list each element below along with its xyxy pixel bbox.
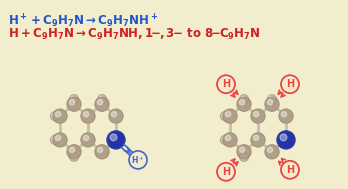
Circle shape bbox=[111, 112, 117, 117]
Circle shape bbox=[239, 152, 248, 161]
Circle shape bbox=[81, 133, 95, 147]
Circle shape bbox=[251, 133, 265, 147]
Circle shape bbox=[268, 95, 277, 104]
Circle shape bbox=[67, 145, 81, 159]
Circle shape bbox=[221, 112, 229, 121]
Circle shape bbox=[84, 112, 89, 117]
Circle shape bbox=[97, 147, 103, 153]
Circle shape bbox=[52, 137, 55, 140]
Circle shape bbox=[226, 135, 231, 141]
Circle shape bbox=[251, 109, 265, 123]
Circle shape bbox=[50, 135, 60, 144]
Circle shape bbox=[226, 112, 231, 117]
Circle shape bbox=[97, 100, 103, 105]
Circle shape bbox=[282, 112, 287, 117]
Circle shape bbox=[55, 135, 61, 141]
Text: H$^+$: H$^+$ bbox=[131, 154, 145, 166]
Circle shape bbox=[253, 112, 259, 117]
Circle shape bbox=[71, 154, 74, 157]
Text: $\bf{H + C_9H_7N \rightarrow C_9H_7NH, 1\!\!-\!\!, 3\!\!-\!\ to\ 8\!\!-\!\!C_9H_: $\bf{H + C_9H_7N \rightarrow C_9H_7NH, 1… bbox=[8, 27, 261, 42]
Circle shape bbox=[53, 109, 67, 123]
Text: H: H bbox=[286, 165, 294, 175]
Circle shape bbox=[70, 95, 79, 104]
Circle shape bbox=[277, 131, 295, 149]
Circle shape bbox=[241, 154, 244, 157]
Circle shape bbox=[223, 133, 237, 147]
Text: H: H bbox=[286, 79, 294, 89]
Circle shape bbox=[81, 109, 95, 123]
Text: $\bf{H^+ + C_9H_7N \rightarrow C_9H_7NH^+}$: $\bf{H^+ + C_9H_7N \rightarrow C_9H_7NH^… bbox=[8, 13, 158, 30]
Circle shape bbox=[109, 109, 123, 123]
Circle shape bbox=[69, 100, 75, 105]
Circle shape bbox=[71, 96, 74, 100]
Circle shape bbox=[50, 112, 60, 121]
Circle shape bbox=[239, 100, 245, 105]
Circle shape bbox=[265, 97, 279, 111]
Circle shape bbox=[237, 145, 251, 159]
Circle shape bbox=[52, 113, 55, 117]
Circle shape bbox=[221, 135, 229, 144]
Circle shape bbox=[253, 135, 259, 141]
Circle shape bbox=[241, 96, 244, 100]
Circle shape bbox=[222, 137, 226, 140]
Circle shape bbox=[267, 100, 273, 105]
Circle shape bbox=[95, 97, 109, 111]
Circle shape bbox=[69, 147, 75, 153]
Circle shape bbox=[97, 95, 106, 104]
Circle shape bbox=[95, 145, 109, 159]
Circle shape bbox=[239, 147, 245, 153]
Circle shape bbox=[279, 109, 293, 123]
Circle shape bbox=[53, 133, 67, 147]
Circle shape bbox=[269, 96, 272, 100]
Text: H: H bbox=[222, 167, 230, 177]
Circle shape bbox=[265, 145, 279, 159]
Circle shape bbox=[70, 152, 79, 161]
Circle shape bbox=[223, 109, 237, 123]
Text: H: H bbox=[222, 79, 230, 89]
Circle shape bbox=[107, 131, 125, 149]
Circle shape bbox=[237, 97, 251, 111]
Circle shape bbox=[267, 147, 273, 153]
Circle shape bbox=[99, 96, 102, 100]
Circle shape bbox=[222, 113, 226, 117]
Circle shape bbox=[55, 112, 61, 117]
Circle shape bbox=[239, 95, 248, 104]
Circle shape bbox=[280, 134, 287, 141]
Circle shape bbox=[67, 97, 81, 111]
Circle shape bbox=[110, 134, 117, 141]
Circle shape bbox=[84, 135, 89, 141]
